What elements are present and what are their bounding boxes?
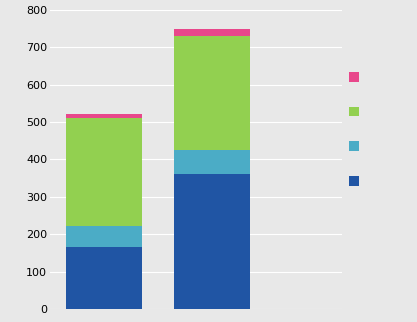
Bar	[174, 175, 250, 309]
Bar	[66, 115, 142, 118]
Bar	[174, 29, 250, 36]
Bar	[66, 247, 142, 309]
Bar	[174, 36, 250, 150]
Bar	[66, 226, 142, 247]
Legend: , , , : , , ,	[349, 71, 359, 189]
Bar	[66, 118, 142, 226]
Bar	[174, 150, 250, 175]
